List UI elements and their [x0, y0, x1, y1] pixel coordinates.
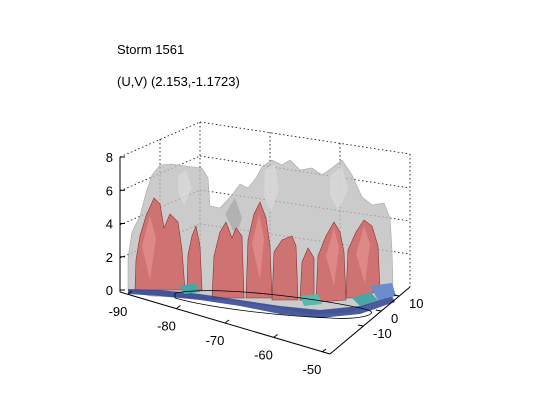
z-tick-label: 0: [106, 283, 113, 298]
y-tick-label: 0: [391, 311, 398, 326]
z-axis-ticks: 0 2 4 6 8: [106, 150, 125, 298]
x-tick-label: -80: [157, 319, 176, 334]
y-tick-mark: [357, 324, 364, 327]
y-tick-label: 10: [409, 296, 423, 311]
x-axis-ticks: -90 -80 -70 -60 -50: [109, 290, 327, 377]
ground-fringe: [128, 283, 396, 318]
x-tick-label: -70: [206, 333, 225, 348]
title-storm: Storm 1561: [117, 42, 185, 57]
inner-isosurface: [134, 197, 381, 303]
x-tick-mark: [273, 334, 278, 338]
x-tick-mark: [127, 290, 133, 295]
x-tick-mark: [321, 348, 327, 353]
z-tick-label: 8: [106, 150, 113, 165]
x-tick-mark: [224, 319, 230, 324]
title-uv: (U,V) (2.153,-1.1723): [117, 74, 240, 89]
ground-contour: [174, 290, 372, 319]
y-tick-mark: [375, 309, 382, 312]
z-tick-label: 2: [106, 250, 113, 265]
x-tick-mark: [176, 305, 181, 309]
z-tick-label: 6: [106, 183, 113, 198]
y-axis-ticks: -100 10: [357, 294, 423, 341]
y-tick-label: -10: [373, 326, 392, 341]
z-tick-label: 4: [106, 217, 113, 232]
y-tick-mark: [393, 294, 400, 297]
x-tick-label: -50: [303, 362, 322, 377]
x-tick-label: -90: [109, 304, 128, 319]
x-tick-label: -60: [254, 348, 273, 363]
